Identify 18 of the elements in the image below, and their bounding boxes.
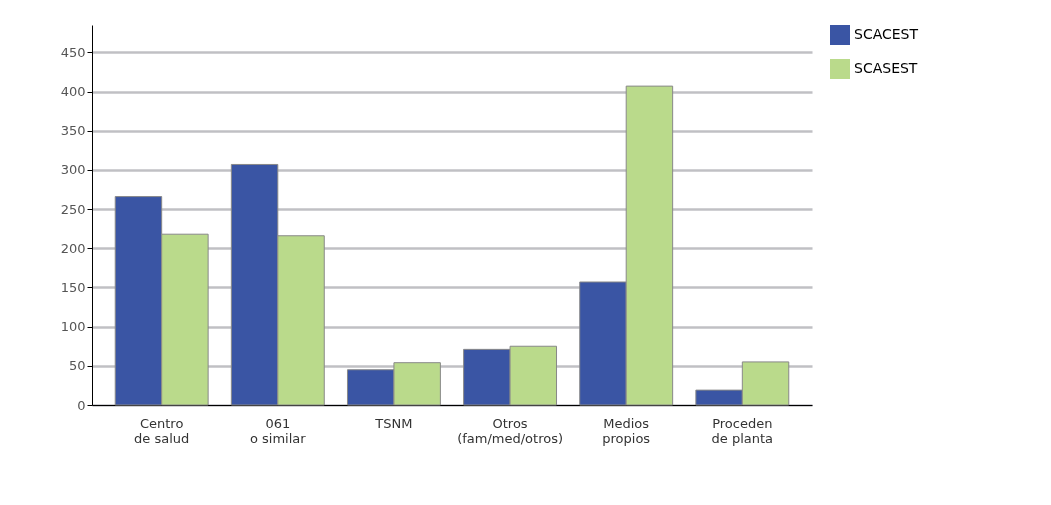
x-tick-label: 061 o similar	[249, 415, 307, 446]
y-tick-label: 150	[60, 279, 86, 295]
x-tick-label: TSNM	[374, 415, 413, 431]
y-tick-label: 200	[60, 240, 86, 256]
y-tick-label: 300	[60, 162, 86, 178]
y-tick-label: 350	[60, 123, 86, 139]
y-tick-label: 400	[60, 84, 86, 100]
x-tick-label: Centro de salud	[134, 415, 190, 446]
legend-label: SCACEST	[854, 26, 919, 42]
y-tick-label: 50	[68, 358, 86, 374]
y-tick-label: 0	[77, 397, 86, 413]
x-tick-label: Otros (fam/med/otros)	[457, 415, 563, 446]
x-tick-label: Proceden de planta	[711, 415, 774, 446]
x-tick-label: Medios propios	[602, 415, 651, 446]
legend-label: SCASEST	[854, 60, 918, 76]
y-tick-label: 450	[60, 44, 86, 60]
y-tick-label: 100	[60, 319, 86, 335]
y-tick-label: 250	[60, 201, 86, 217]
